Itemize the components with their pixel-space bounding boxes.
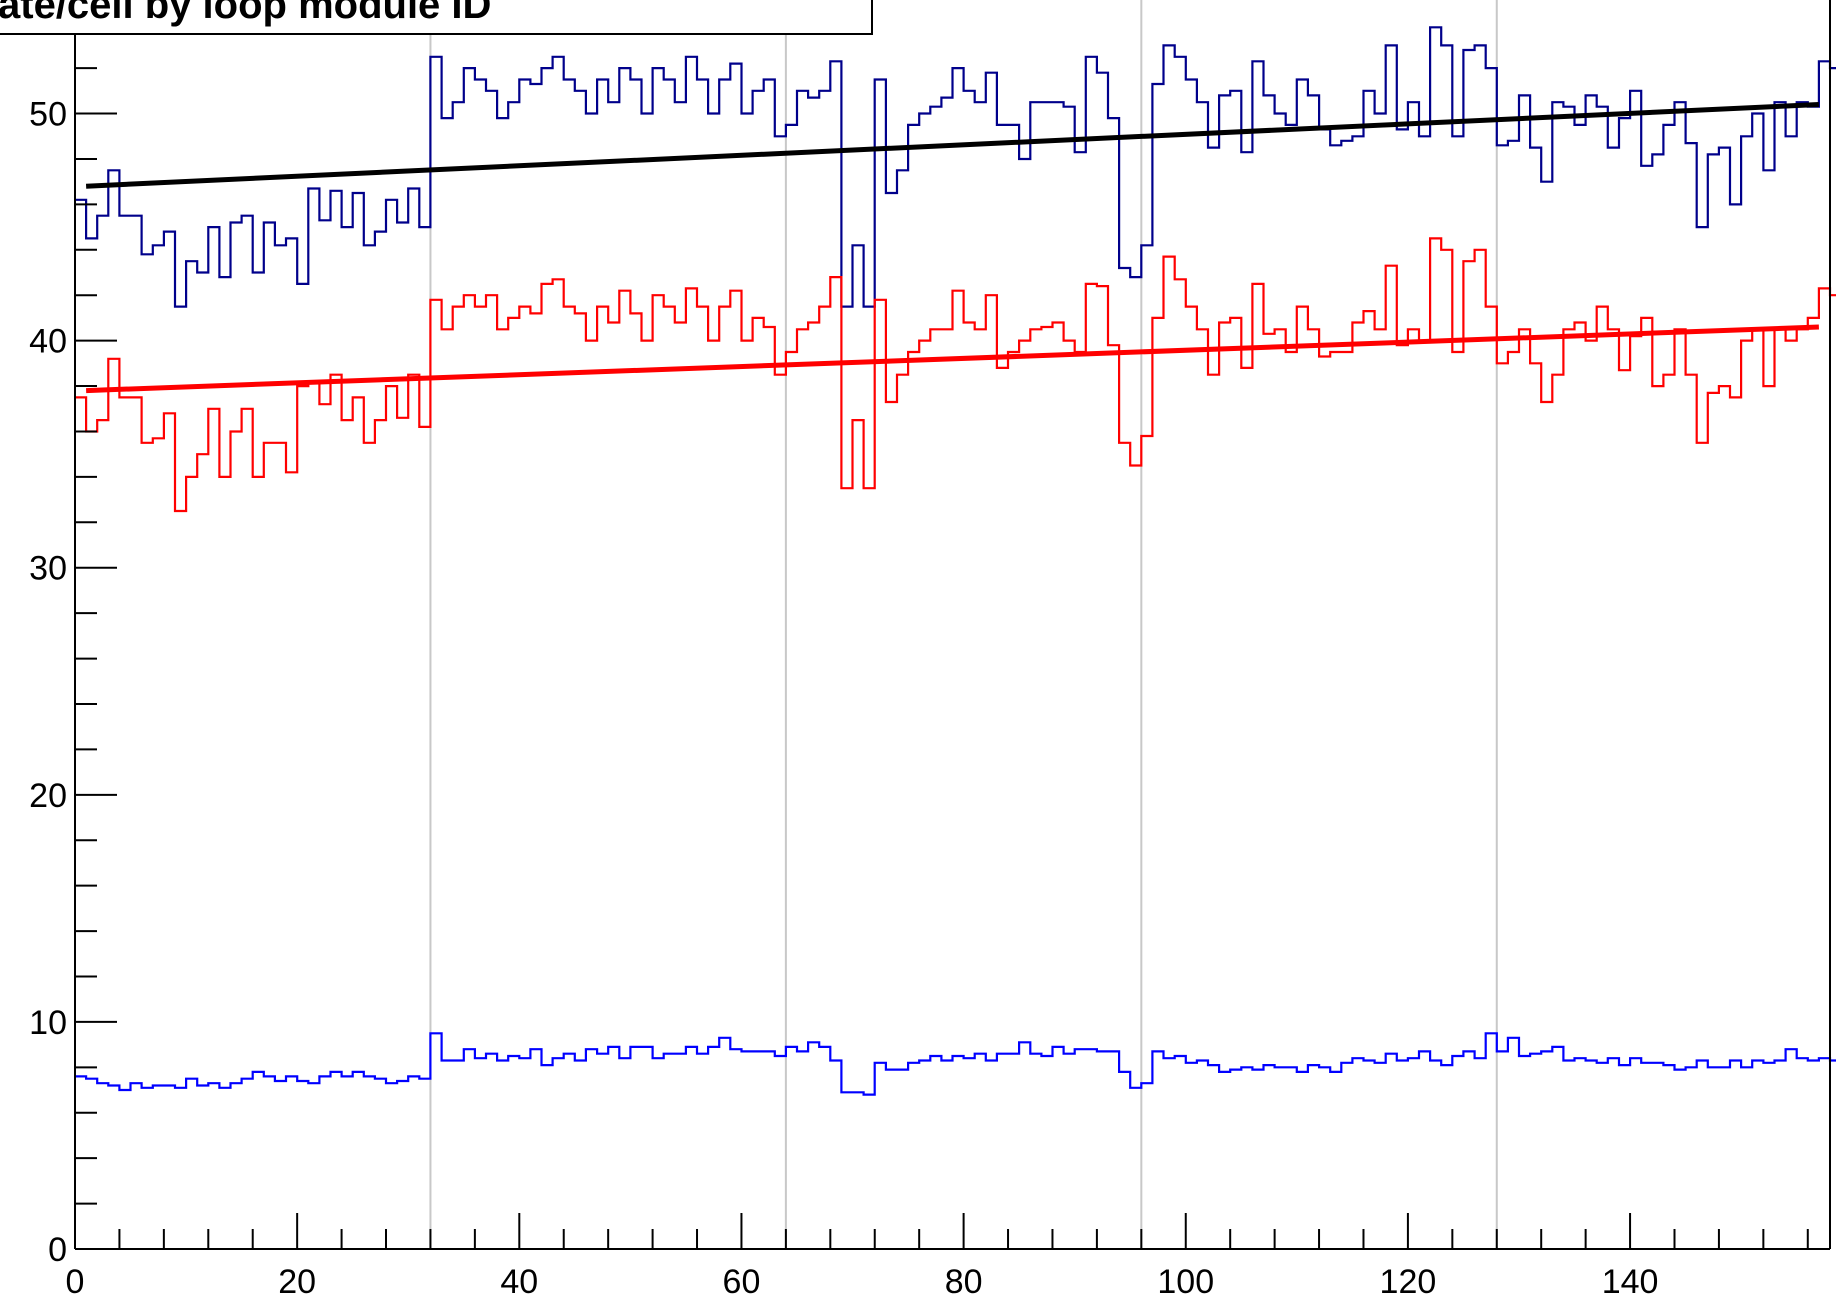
vertical-grid-lines <box>429 0 1498 1249</box>
y-tick-label: 20 <box>29 777 67 815</box>
y-tick-label: 10 <box>29 1004 67 1042</box>
x-tick-label: 60 <box>723 1263 761 1301</box>
histogram-series-line <box>75 1032 1836 1096</box>
y-tick-label: 50 <box>29 96 67 134</box>
x-tick-label: 140 <box>1602 1263 1659 1301</box>
x-tick-label: 120 <box>1380 1263 1437 1301</box>
title-box-frame <box>0 0 873 35</box>
fit-line <box>85 101 1820 189</box>
y-tick-label: 30 <box>29 550 67 588</box>
chart-title: ate/cell by loop module ID <box>0 0 491 27</box>
histogram-series <box>75 26 1836 1096</box>
x-tick-label: 0 <box>66 1263 85 1301</box>
axes: 0 10 20 30 40 50 0 20 40 60 80 100 120 140 <box>29 0 1831 1301</box>
x-tick-label: 40 <box>500 1263 538 1301</box>
x-tick-label: 20 <box>278 1263 316 1301</box>
fit-line <box>86 324 1819 394</box>
histogram-series-line <box>75 237 1836 513</box>
fit-lines <box>85 101 1820 394</box>
y-tick-label: 40 <box>29 323 67 361</box>
title-box: ate/cell by loop module ID <box>0 0 873 35</box>
x-tick-label: 100 <box>1157 1263 1214 1301</box>
y-tick-label: 0 <box>48 1231 67 1269</box>
x-tick-label: 80 <box>945 1263 983 1301</box>
histogram-series-line <box>75 26 1836 308</box>
